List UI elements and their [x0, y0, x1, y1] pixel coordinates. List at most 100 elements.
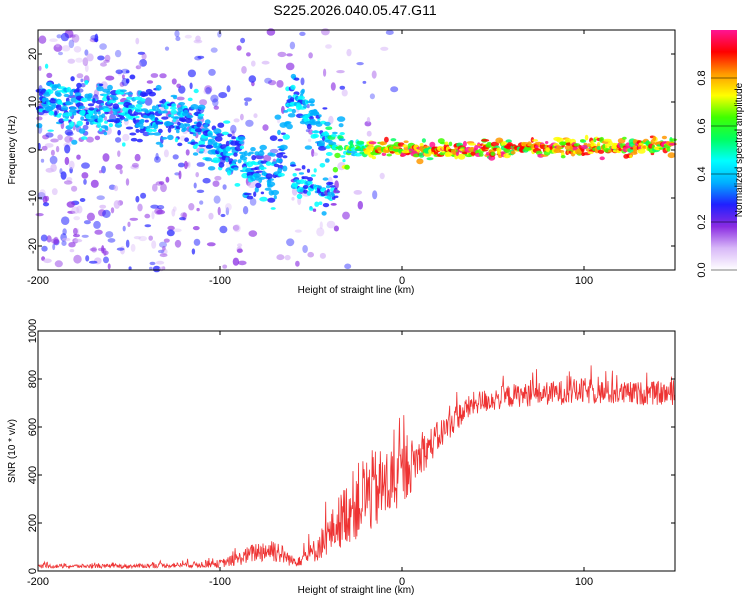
spectrogram-noise-blob [130, 164, 139, 170]
spectrogram-noise-blob [51, 188, 58, 196]
spectrogram-noise-blob [45, 132, 54, 138]
spectrogram-ridge-blob [273, 195, 277, 200]
spectrogram-ridge-blob [36, 123, 43, 129]
spectrogram-branch-blob [312, 208, 317, 212]
spectrogram-noise-blob [187, 69, 196, 78]
spectrogram-ridge-blob [324, 121, 331, 127]
spectrogram-noise-blob [245, 119, 254, 127]
spectrogram-noise-blob [307, 251, 315, 258]
spectrogram-noise-blob [55, 145, 60, 153]
spectrogram-noise-blob [117, 150, 121, 157]
spectrogram-noise-blob [155, 260, 165, 265]
spectrogram-noise-blob [344, 263, 352, 270]
spectrogram-noise-blob [188, 203, 195, 211]
spectrogram-ridge-blob [124, 92, 133, 95]
spectrogram-noise-blob [94, 229, 103, 235]
spectrogram-ridge-blob [98, 128, 103, 132]
spectrogram-ridge-blob [248, 151, 255, 155]
spectrogram-ridge-blob [104, 120, 108, 124]
spectrogram-noise-blob [210, 47, 218, 53]
spectrogram-branch-blob [301, 165, 306, 170]
spectrogram-ridge-blob [371, 156, 376, 160]
spectrogram-ridge-blob [297, 95, 305, 100]
spectrogram-branch-blob [309, 207, 314, 211]
spectrogram-ridge-blob [251, 155, 257, 161]
spectrogram-ridge-blob [379, 141, 388, 146]
spectrogram-noise-blob [176, 96, 185, 101]
spectrogram-branch-blob [321, 211, 327, 216]
spectrogram-ridge-blob [112, 103, 120, 110]
spectrogram-noise-blob [233, 118, 240, 123]
spectrogram-noise-blob [46, 235, 52, 243]
snr-y-tick-label: 1000 [27, 319, 39, 343]
spectrogram-ridge-blob [229, 152, 235, 156]
spectrogram-ridge-blob [135, 115, 140, 119]
spectrogram-ridge-blob [246, 195, 254, 200]
spectrogram-ridge-blob [560, 155, 566, 159]
spectrogram-noise-blob [302, 245, 308, 253]
spectrogram-ridge-blob [238, 141, 244, 145]
spectrogram-noise-blob [76, 154, 81, 160]
spectrogram-noise-blob [313, 152, 318, 156]
spectrogram-ridge-blob [137, 112, 143, 115]
spectrogram-ridge-blob [76, 120, 83, 127]
spectrogram-ridge-blob [234, 183, 241, 187]
spectrogram-noise-blob [125, 178, 130, 186]
spectrogram-noise-blob [237, 260, 247, 266]
spectrogram-noise-blob [266, 28, 276, 36]
spectrogram-noise-blob [102, 153, 110, 162]
spectrogram-noise-blob [59, 168, 63, 175]
spectrogram-ridge-blob [244, 150, 248, 157]
spectrogram-ridge-blob [178, 102, 186, 106]
spectrogram-branch-blob [306, 168, 311, 173]
spectrogram-noise-blob [146, 80, 154, 84]
spectrogram-noise-blob [50, 163, 57, 172]
spectrogram-ridge-blob [185, 117, 193, 124]
spectrogram-noise-blob [353, 190, 363, 195]
spectrogram-ridge-blob [259, 196, 268, 202]
spectrogram-branch-blob [318, 201, 323, 205]
spectrogram-noise-blob [194, 55, 202, 61]
spectrogram-noise-blob [183, 160, 188, 170]
spectrogram-ridge-blob [403, 140, 409, 144]
spectrogram-ridge-blob [168, 125, 175, 129]
spectrogram-ridge-blob [277, 138, 283, 142]
spectrogram-ridge-blob [130, 137, 138, 142]
spectrogram-ridge-blob [135, 103, 143, 108]
spectrogram-branch-blob [314, 201, 320, 207]
spectrogram-ridge-blob [171, 103, 177, 108]
spectrogram-ridge-blob [573, 143, 581, 147]
spectrogram-noise-blob [195, 172, 199, 178]
spectrogram-ridge-blob [301, 88, 305, 94]
spectrogram-noise-blob [240, 37, 246, 44]
spectrogram-branch-blob [329, 185, 336, 188]
spectrogram-ridge-blob [194, 128, 203, 133]
spectrogram-noise-blob [41, 145, 48, 151]
spectrogram-noise-blob [311, 148, 315, 157]
spectrogram-noise-blob [127, 221, 131, 227]
spectrogram-noise-blob [342, 211, 350, 220]
spectrogram-ridge-blob [54, 110, 58, 116]
spectrogram-noise-blob [128, 266, 132, 271]
spectrogram-ridge-blob [49, 98, 58, 104]
spectrogram-ridge-blob [390, 138, 397, 142]
spectrogram-ridge-blob [58, 113, 62, 116]
spectrogram-noise-blob [246, 52, 251, 57]
spectrogram-ridge-blob [667, 152, 676, 159]
spectrogram-ridge-blob [174, 116, 180, 120]
spectrogram-branch-blob [329, 198, 333, 202]
spectrogram-ridge-blob [254, 186, 259, 193]
spectrogram-noise-blob [40, 234, 48, 242]
spectrogram-branch-blob [324, 196, 331, 199]
spectrogram-noise-blob [119, 169, 123, 175]
spectrogram-branch-blob [302, 176, 309, 180]
spectrogram-ridge-blob [207, 166, 216, 171]
spectrogram-ridge-blob [596, 141, 601, 147]
spectrogram-noise-blob [125, 70, 130, 74]
spectrogram-ridge-blob [233, 152, 238, 157]
spectrogram-ridge-blob [108, 123, 113, 128]
spectrogram-noise-blob [82, 124, 89, 130]
spectrogram-noise-blob [295, 260, 300, 267]
spectrogram-ridge-blob [255, 182, 262, 189]
